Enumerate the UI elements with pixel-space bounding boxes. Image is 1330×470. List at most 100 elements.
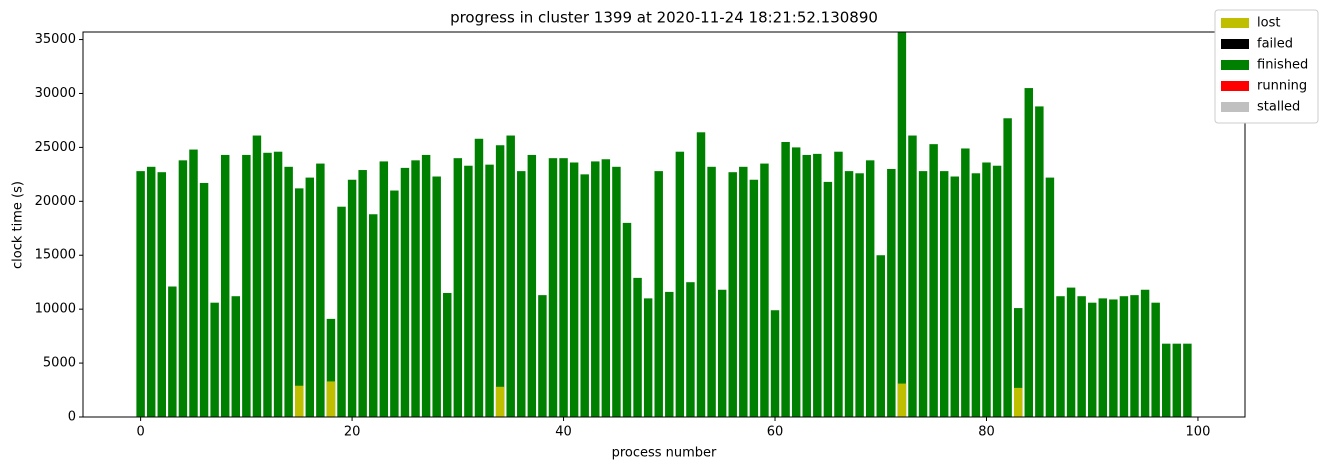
y-tick-label: 5000 (43, 356, 76, 371)
bar (1024, 88, 1034, 417)
bar (347, 179, 357, 417)
x-tick-label: 60 (767, 425, 784, 440)
bar (633, 277, 642, 417)
bar (527, 154, 537, 418)
bar (305, 177, 315, 417)
bar (802, 154, 811, 418)
bar (443, 292, 452, 417)
bar (178, 160, 188, 418)
bar (474, 138, 484, 417)
legend-box (1214, 9, 1319, 124)
bar (696, 132, 706, 417)
bar (707, 166, 716, 417)
bar (284, 166, 293, 417)
bar (294, 385, 304, 417)
bar (739, 166, 748, 417)
y-tick-label: 20000 (35, 194, 76, 209)
bar (760, 163, 769, 417)
legend-swatch (1221, 18, 1249, 28)
bar (400, 167, 410, 417)
bar (686, 282, 695, 417)
bar (781, 142, 790, 417)
y-axis-label: clock time (s) (11, 181, 26, 269)
bar (538, 295, 547, 417)
legend-label: running (1257, 79, 1307, 94)
chart-title: progress in cluster 1399 at 2020-11-24 1… (450, 9, 878, 27)
bar (210, 302, 219, 417)
bar (654, 171, 663, 417)
bar (612, 166, 621, 417)
bar (495, 145, 505, 417)
x-axis-label: process number (612, 446, 717, 461)
bar (168, 286, 177, 417)
bar (897, 383, 907, 417)
bar (908, 135, 917, 417)
bar (601, 159, 611, 418)
bar (453, 158, 463, 418)
legend-label: failed (1257, 37, 1293, 52)
bar (791, 147, 801, 417)
bar (982, 162, 991, 417)
bar (379, 161, 389, 417)
bar (823, 181, 833, 417)
legend-label: finished (1257, 58, 1308, 73)
bar (369, 214, 378, 417)
bar (770, 310, 780, 417)
bar (813, 153, 822, 418)
bar (157, 172, 166, 417)
bar (517, 171, 526, 417)
y-tick-label: 25000 (35, 140, 76, 155)
y-tick-label: 30000 (35, 86, 76, 101)
bar (591, 161, 600, 417)
bar (1045, 177, 1055, 417)
bar (242, 154, 251, 418)
bar (1151, 302, 1160, 417)
bar (569, 162, 579, 417)
bar (918, 171, 928, 417)
bar (1066, 287, 1076, 417)
bar (897, 32, 907, 417)
bar (717, 289, 727, 417)
bar (961, 148, 970, 417)
bar (992, 165, 1002, 417)
bar (1013, 387, 1023, 417)
bar (358, 170, 367, 417)
bar (1162, 343, 1171, 417)
bar (390, 190, 399, 417)
bar (231, 296, 241, 417)
bar (865, 160, 875, 418)
y-tick-label: 35000 (35, 32, 76, 47)
legend-swatch (1221, 60, 1249, 70)
bar (252, 135, 262, 417)
bar (189, 149, 198, 418)
bar (929, 144, 938, 417)
x-tick-label: 20 (344, 425, 361, 440)
bar (1119, 296, 1129, 417)
bar (485, 164, 494, 417)
bar (971, 173, 981, 417)
bar (316, 163, 325, 417)
bar (939, 171, 949, 417)
bar (728, 172, 737, 417)
bar (844, 171, 854, 417)
bar (199, 182, 209, 417)
legend-swatch (1221, 39, 1249, 49)
x-tick-label: 100 (1186, 425, 1211, 440)
bar (1077, 296, 1086, 417)
bar (1056, 296, 1065, 417)
bar (1098, 298, 1108, 417)
y-tick-label: 10000 (35, 302, 76, 317)
legend-swatch (1221, 102, 1249, 112)
bar (263, 152, 272, 418)
bar (1140, 289, 1150, 417)
bar (326, 381, 336, 417)
bar (876, 255, 885, 417)
bar (432, 176, 441, 417)
bar (950, 176, 959, 417)
bar (548, 158, 558, 418)
y-tick-label: 15000 (35, 248, 76, 263)
bar (643, 298, 653, 417)
bar (559, 158, 568, 418)
